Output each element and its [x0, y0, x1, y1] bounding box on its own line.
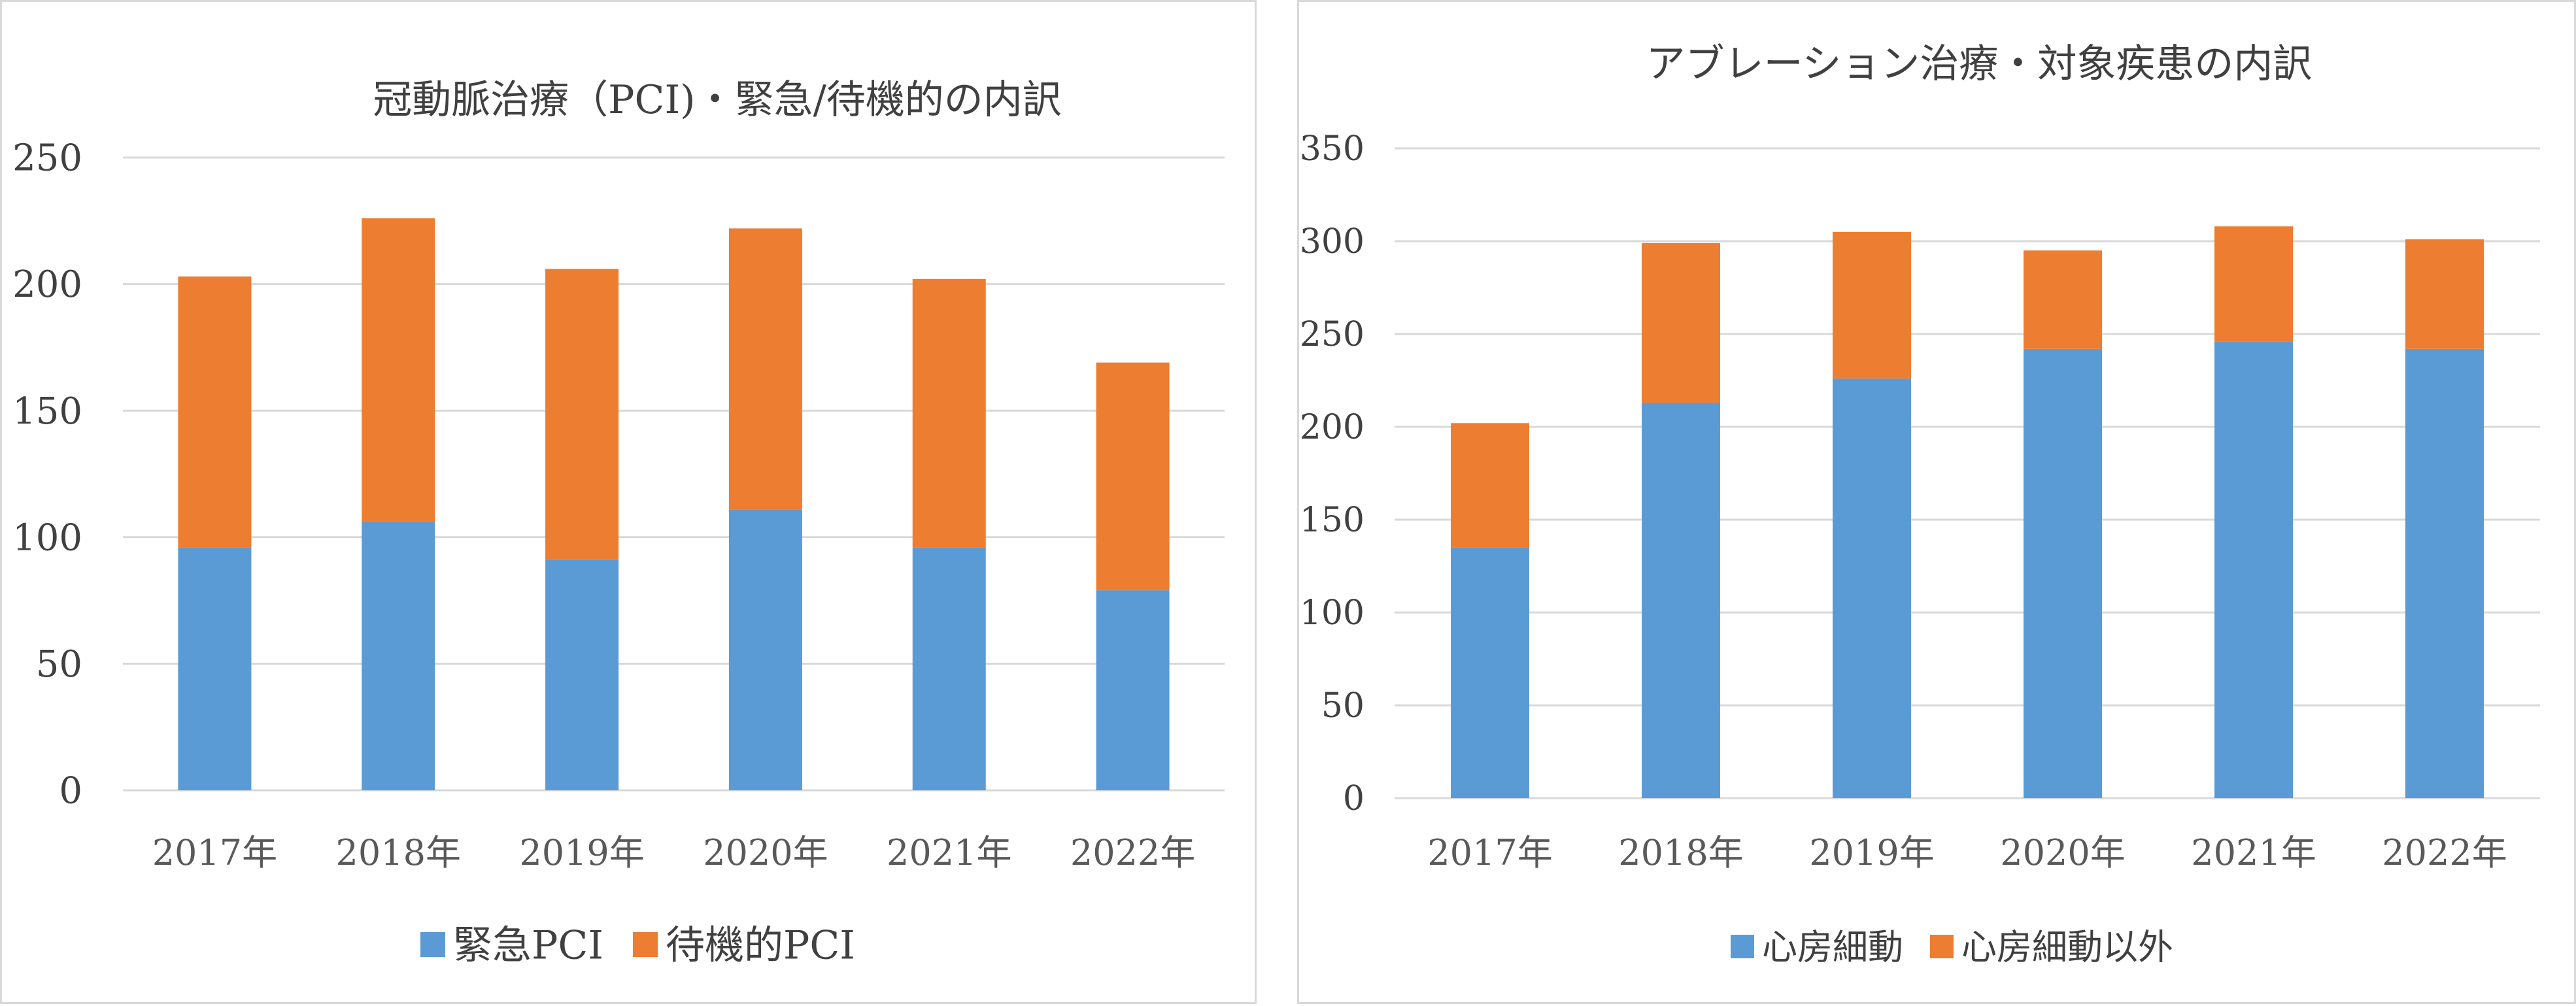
bar-segment-bottom	[1096, 590, 1170, 790]
x-tick-label: 2018年	[336, 832, 461, 873]
bar-segment-bottom	[1642, 403, 1720, 798]
bar-segment-top	[1451, 423, 1529, 548]
legend-label: 待機的PCI	[666, 923, 855, 969]
bar-segment-bottom	[728, 509, 802, 790]
ablation-chart: アブレーション治療・対象疾患の内訳 050100150200250300350 …	[1300, 41, 2540, 967]
legend-swatch	[633, 932, 658, 957]
x-tick-label: 2020年	[2000, 832, 2125, 873]
chart-title: アブレーション治療・対象疾患の内訳	[1646, 41, 2313, 87]
bar-segment-bottom	[1833, 378, 1911, 798]
bar-segment-top	[1833, 231, 1911, 379]
y-tick-label: 100	[1300, 594, 1364, 633]
x-tick-label: 2021年	[887, 832, 1011, 873]
y-tick-label: 50	[36, 643, 82, 686]
bar-segment-top	[2024, 250, 2102, 349]
x-tick-label: 2019年	[519, 832, 644, 873]
x-tick-label: 2018年	[1618, 832, 1743, 873]
y-tick-label: 300	[1300, 222, 1364, 261]
chart-title: 冠動脈治療（PCI)・緊急/待機的の内訳	[373, 77, 1062, 123]
x-tick-label: 2022年	[2382, 832, 2507, 873]
bar-segment-bottom	[2024, 348, 2102, 798]
bar-segment-top	[728, 228, 802, 510]
bar-segment-top	[178, 276, 252, 548]
legend-label: 緊急PCI	[453, 923, 603, 969]
x-tick-label: 2021年	[2191, 832, 2316, 873]
legend-label: 心房細動	[1762, 926, 1903, 967]
x-tick-label: 2019年	[1809, 832, 1934, 873]
y-tick-label: 150	[1300, 501, 1364, 540]
y-tick-label: 250	[1300, 315, 1364, 354]
bar-segment-bottom	[545, 560, 619, 790]
y-tick-label: 0	[59, 770, 82, 813]
bar-segment-top	[545, 269, 619, 560]
y-tick-label: 200	[1300, 408, 1364, 447]
x-tick-label: 2022年	[1070, 832, 1195, 873]
legend-swatch	[420, 932, 445, 957]
bar-segment-bottom	[2405, 348, 2484, 798]
bar-segment-bottom	[362, 522, 435, 790]
bar-segment-top	[1642, 243, 1720, 403]
pci-chart-panel: 冠動脈治療（PCI)・緊急/待機的の内訳 0 50 100 150 200 250 201…	[0, 0, 1257, 1004]
legend-label: 心房細動以外	[1961, 926, 2173, 967]
y-tick-label: 150	[12, 390, 82, 433]
y-tick-label: 50	[1321, 686, 1364, 726]
bar-segment-top	[912, 278, 986, 548]
legend-swatch	[1930, 935, 1954, 958]
pci-chart: 冠動脈治療（PCI)・緊急/待機的の内訳 0 50 100 150 200 250 201…	[12, 77, 1225, 969]
y-tick-label: 200	[12, 263, 82, 306]
ablation-chart-panel: アブレーション治療・対象疾患の内訳 0 50 100 150 200 250 300 350 …	[1297, 0, 2576, 1004]
bar-segment-top	[2214, 226, 2293, 342]
bar-segment-bottom	[2214, 341, 2293, 798]
x-tick-label: 2020年	[703, 832, 828, 873]
y-tick-label: 250	[12, 137, 82, 180]
y-tick-label: 100	[12, 516, 82, 559]
legend-swatch	[1731, 935, 1754, 958]
bar-segment-bottom	[1451, 547, 1529, 798]
bar-segment-top	[1096, 362, 1170, 591]
x-tick-label: 2017年	[152, 832, 277, 873]
y-tick-label: 0	[1343, 779, 1364, 818]
bar-segment-bottom	[912, 547, 986, 790]
bar-segment-top	[2405, 239, 2484, 349]
x-tick-label: 2017年	[1427, 832, 1552, 873]
bar-segment-bottom	[178, 547, 252, 790]
y-tick-label: 350	[1300, 129, 1364, 169]
bar-segment-top	[362, 218, 435, 522]
